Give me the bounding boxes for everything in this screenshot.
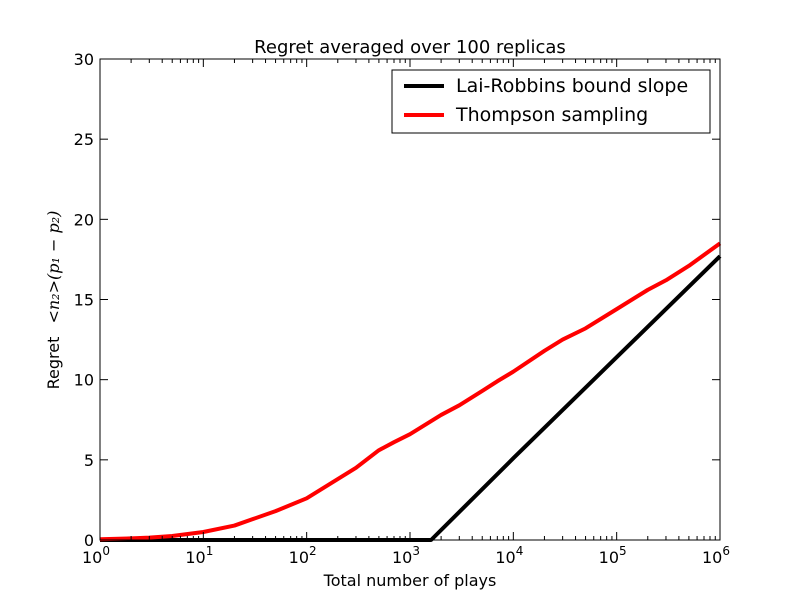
x-tick-label-2: 102: [289, 544, 317, 567]
y-tick-label-1: 5: [84, 451, 94, 470]
x-tick-label-6: 106: [702, 544, 730, 567]
x-tick-label-0: 100: [82, 544, 110, 567]
y-tick-label-4: 20: [74, 210, 94, 229]
y-tick-label-5: 25: [74, 130, 94, 149]
x-tick-label-5: 105: [599, 544, 627, 567]
y-axis: 0 5 10 15 20 25 30: [74, 50, 720, 550]
chart-title: Regret averaged over 100 replicas: [254, 37, 566, 58]
x-tick-label-1: 101: [185, 544, 213, 567]
x-tick-label-3: 103: [392, 544, 420, 567]
series-line-1: [99, 241, 722, 542]
y-axis-label: Regret <n₂>(p₁ − p₂): [44, 211, 63, 390]
y-tick-label-0: 0: [84, 531, 94, 550]
legend-label-thompson: Thompson sampling: [455, 104, 648, 126]
x-tick-label-4: 104: [495, 544, 523, 567]
plot-lines: [99, 241, 722, 542]
series-line-0: [100, 254, 722, 542]
y-axis-label-math: <n₂>(p₁ − p₂): [44, 211, 63, 324]
y-axis-label-prefix: Regret: [44, 337, 63, 390]
x-axis-label: Total number of plays: [323, 571, 497, 590]
x-axis: 100 101 102 103 104 105 106: [82, 59, 730, 567]
y-tick-label-6: 30: [74, 50, 94, 69]
legend: Lai-Robbins bound slope Thompson samplin…: [391, 69, 711, 134]
legend-label-lai-robbins: Lai-Robbins bound slope: [456, 75, 688, 97]
legend-box: [391, 69, 711, 134]
svg-text:Regret <n₂>(p₁ − p₂): Regret <n₂>(p₁ − p₂): [44, 211, 63, 390]
y-tick-label-2: 10: [74, 371, 94, 390]
y-tick-label-3: 15: [74, 291, 94, 310]
